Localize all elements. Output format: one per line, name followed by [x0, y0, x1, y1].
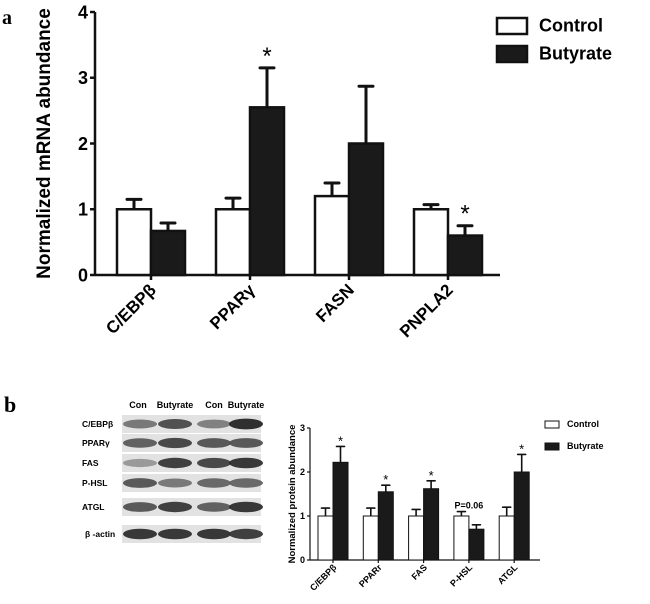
x-tick-label: ATGL — [496, 562, 520, 586]
bar-butyrate — [377, 491, 394, 561]
legend-swatch-control — [544, 420, 560, 429]
blot-band — [158, 419, 192, 429]
y-tick-label: 1 — [78, 200, 88, 220]
lane-label: Butyrate — [157, 400, 194, 410]
lane-label: Con — [129, 400, 147, 410]
blot-band — [197, 419, 231, 429]
significance-star: * — [460, 201, 469, 228]
y-tick-label: 3 — [78, 68, 88, 88]
bar-control — [313, 194, 351, 277]
x-tick-label: P-HSL — [448, 562, 475, 589]
bar-butyrate — [423, 488, 440, 561]
y-tick-label: 2 — [300, 467, 305, 477]
blot-band — [158, 501, 192, 513]
western-blot: Con Butyrate Con Butyrate C/EBPβ PPARγ FAS P-HS… — [82, 400, 264, 543]
y-tick-label: 2 — [78, 134, 88, 154]
blot-row-label: C/EBPβ — [82, 419, 113, 429]
bar-butyrate — [248, 106, 286, 277]
y-tick-label: 0 — [300, 555, 305, 565]
y-axis-label: Normalized mRNA abundance — [34, 8, 55, 279]
x-tick-label: PPARγ — [206, 280, 259, 333]
x-tick-label: C/EBPβ — [102, 280, 160, 338]
y-tick-label: 0 — [78, 265, 88, 285]
legend-swatch-control — [495, 16, 529, 36]
bar-control — [453, 515, 470, 561]
bar-butyrate — [332, 461, 349, 561]
bar-control — [408, 515, 425, 561]
blot-band — [197, 457, 231, 469]
legend-swatch-butyrate — [495, 44, 529, 64]
lane-label: Butyrate — [228, 400, 265, 410]
blot-band — [123, 458, 157, 468]
significance-star: * — [429, 468, 434, 483]
x-tick-label: PNPLA2 — [396, 280, 457, 341]
bar-butyrate — [513, 471, 530, 561]
bar-butyrate — [149, 229, 187, 277]
y-tick-label: 4 — [78, 2, 88, 22]
bar-control — [362, 515, 379, 561]
significance-star: * — [519, 441, 524, 456]
blot-band — [158, 457, 192, 469]
blot-row-label: ATGL — [82, 502, 105, 512]
blot-band — [229, 528, 263, 540]
legend-label-control: Control — [567, 419, 599, 429]
legend-swatch-butyrate — [544, 442, 560, 451]
blot-band — [229, 457, 263, 469]
blot-row-label: FAS — [82, 458, 99, 468]
blot-band — [229, 418, 263, 430]
bar-control — [317, 515, 334, 561]
bar-control — [115, 208, 153, 277]
significance-star: * — [383, 472, 388, 487]
legend-label-butyrate: Butyrate — [567, 441, 604, 451]
bar-butyrate — [347, 142, 385, 277]
blot-band — [197, 528, 231, 540]
panel-label-b: b — [4, 392, 16, 417]
blot-band — [123, 528, 157, 540]
legend-label-control: Control — [539, 16, 603, 36]
x-tick-label: PPARr — [357, 562, 384, 589]
x-tick-label: FAS — [410, 562, 429, 581]
y-tick-label: 3 — [300, 423, 305, 433]
blot-band — [158, 478, 192, 488]
p-value-label: P=0.06 — [455, 501, 484, 511]
chart-a: 0 1 2 3 4 Normalized mRNA abundance C/EBPβ PPAR… — [34, 2, 612, 341]
y-axis-label: Normalized protein abundance — [287, 425, 298, 564]
blot-row-label: β -actin — [85, 529, 115, 539]
y-tick-label: 1 — [300, 511, 305, 521]
blot-band — [197, 478, 231, 488]
blot-band — [229, 478, 263, 488]
blot-band — [197, 438, 231, 448]
bar-control — [214, 208, 252, 277]
blot-row-label: PPARγ — [82, 438, 110, 448]
blot-band — [123, 419, 157, 429]
blot-band — [158, 437, 192, 449]
blot-band — [123, 438, 157, 448]
x-tick-label: FASN — [312, 280, 357, 325]
blot-band — [158, 528, 192, 540]
lane-label: Con — [205, 400, 223, 410]
bar-butyrate — [446, 234, 484, 277]
blot-band — [229, 501, 263, 513]
blot-band — [229, 438, 263, 448]
x-tick-label: C/EBPβ — [308, 562, 339, 593]
bar-control — [498, 515, 515, 561]
significance-star: * — [338, 433, 343, 448]
bar-butyrate — [468, 528, 485, 561]
significance-star: * — [262, 43, 271, 70]
panel-label-a: a — [2, 7, 12, 29]
blot-band — [123, 502, 157, 512]
blot-band — [197, 502, 231, 512]
legend-label-butyrate: Butyrate — [539, 44, 612, 64]
blot-row-label: P-HSL — [82, 478, 108, 488]
blot-band — [123, 478, 157, 488]
bar-control — [412, 208, 450, 277]
